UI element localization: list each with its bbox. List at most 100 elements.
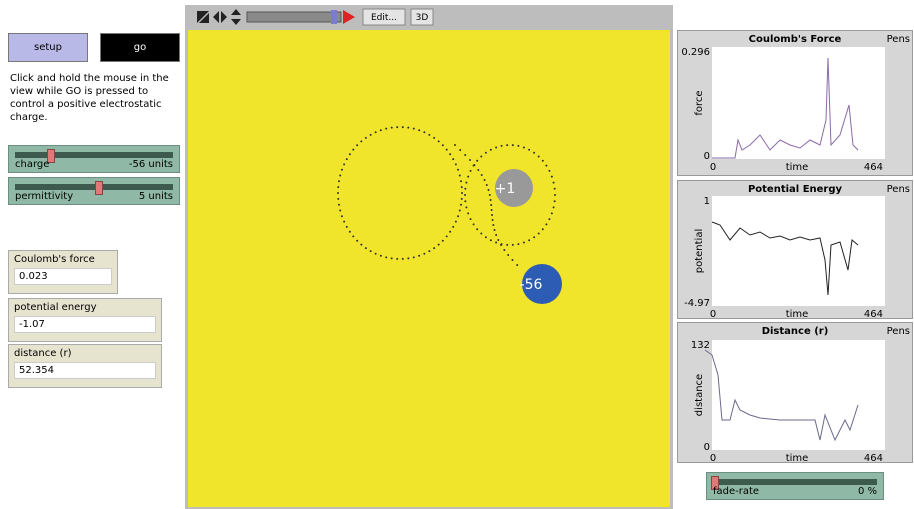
trail-dot (364, 247, 367, 250)
trail-dot (483, 179, 486, 181)
trail-dot (423, 131, 426, 134)
x-max: 464 (864, 453, 883, 463)
trail-dot (412, 256, 415, 259)
slider-value: -56 units (128, 159, 173, 170)
plot-pens: Pens (887, 34, 910, 45)
x-label: time (786, 309, 809, 320)
speed-slider[interactable] (246, 11, 342, 23)
trail-dot (457, 168, 460, 171)
trail-dot (495, 241, 498, 244)
trail-dot (418, 254, 421, 257)
x-max: 464 (864, 162, 883, 173)
plot-title: Coulomb's Force (749, 34, 842, 45)
trail-dot (433, 247, 436, 250)
particle-label: -56 (520, 277, 543, 293)
trail-dot (511, 144, 514, 147)
trail-dot (552, 206, 555, 209)
trail-dot (528, 148, 531, 151)
trail-dot (418, 129, 421, 132)
y-min: 0 (704, 151, 710, 162)
trail-dot (465, 206, 468, 209)
permittivity-slider[interactable]: permittivity 5 units (8, 177, 180, 205)
negative-particle (522, 264, 562, 304)
trail-dot (480, 232, 483, 235)
go-button[interactable]: go (100, 33, 180, 62)
x-min: 0 (710, 453, 716, 463)
trail-dot (437, 140, 440, 143)
y-max: 0.296 (681, 47, 710, 58)
world (188, 30, 670, 507)
trail-dot (412, 127, 415, 130)
trail-dot (348, 153, 351, 156)
trail-dot (537, 232, 540, 235)
monitor-value: -1.07 (14, 316, 156, 333)
y-label: distance (694, 374, 705, 416)
trail-dot (541, 228, 544, 231)
trail-dot (396, 126, 399, 129)
trail-dot (340, 215, 343, 218)
trail-dot (477, 169, 480, 171)
trail-dot (445, 148, 448, 151)
trail-dot (360, 243, 363, 246)
trail-dot (550, 212, 553, 215)
trail-dot (550, 175, 553, 178)
trail-dot (407, 126, 410, 129)
trail-dot (476, 159, 479, 162)
trail-dot (433, 136, 436, 139)
trail-dot (533, 236, 536, 239)
trail-dot (480, 174, 483, 176)
fade-rate-slider[interactable]: fade-rate 0 % (706, 472, 884, 500)
trail-dot (469, 169, 472, 172)
y-label: force (694, 90, 705, 115)
trail-dot (468, 159, 471, 161)
3d-label: 3D (416, 13, 429, 23)
trail-dot (360, 140, 363, 143)
edit-button[interactable] (362, 8, 406, 26)
trail-dot (340, 168, 343, 171)
trail-dot (464, 194, 466, 196)
trail-dot (390, 126, 393, 129)
trail-dot (548, 169, 551, 172)
trail-dot (489, 199, 492, 201)
trail-dot (369, 133, 372, 136)
trail-dot (495, 234, 498, 236)
particle-label: +1 (495, 181, 516, 197)
trail-dot (491, 219, 494, 221)
trail-dot (458, 174, 461, 177)
trail-dot (464, 154, 467, 156)
trail-dot (343, 220, 346, 223)
monitor: Coulomb's force 0.023 (8, 250, 118, 294)
plot-area (712, 196, 885, 306)
trail-dot (445, 235, 448, 238)
trail-dot (476, 228, 479, 231)
monitor-value: 52.354 (14, 362, 156, 379)
trail-dot (485, 184, 488, 186)
3d-button[interactable] (410, 8, 434, 26)
trail-dot (464, 200, 467, 203)
trail-dot (437, 243, 440, 246)
charge-slider[interactable]: charge -56 units (8, 145, 180, 173)
trail-dot (345, 225, 348, 228)
trail-dot (390, 257, 393, 260)
trail-dot (339, 174, 342, 177)
trail-dot (537, 155, 540, 158)
y-min: -4.97 (684, 298, 710, 309)
slider-value: 5 units (138, 191, 173, 202)
trail-dot (469, 218, 472, 221)
trail-dot (541, 159, 544, 162)
trail-dot (352, 148, 355, 151)
world-view[interactable]: Edit... 3D +1 -56 (185, 5, 673, 509)
trail-dot (454, 220, 457, 223)
trail-dot (517, 243, 520, 246)
x-label: time (786, 162, 809, 173)
trail (337, 126, 556, 266)
setup-button[interactable]: setup (8, 33, 88, 62)
trail-dot (379, 254, 382, 257)
monitor-label: Coulomb's force (14, 254, 95, 265)
trail-dot (548, 218, 551, 221)
trail-dot (428, 250, 431, 253)
trail-dot (459, 149, 462, 151)
speed-handle[interactable] (331, 10, 337, 24)
trail-dot (407, 257, 410, 260)
